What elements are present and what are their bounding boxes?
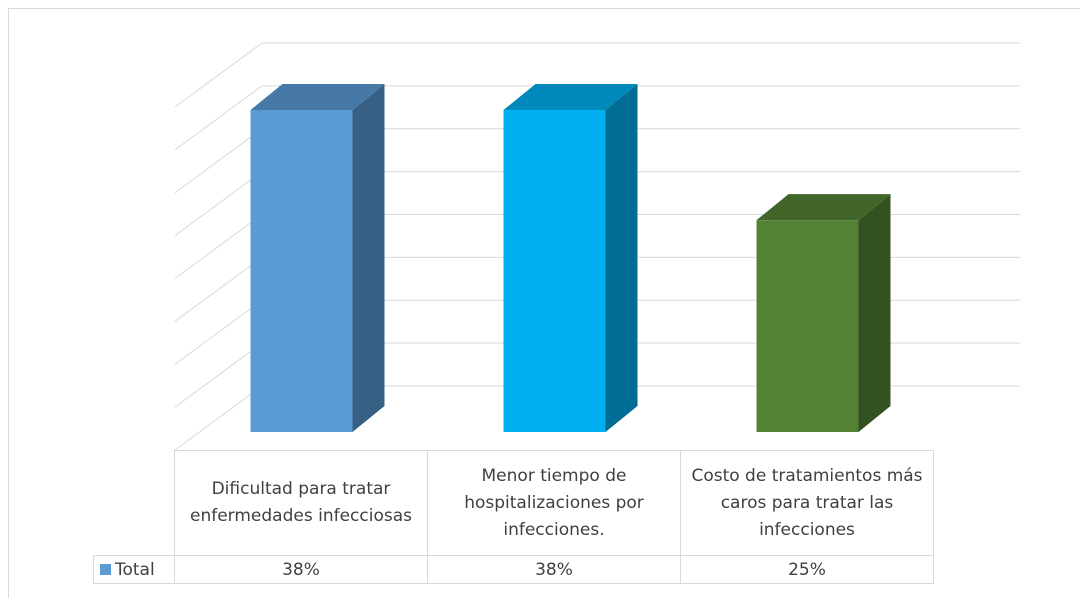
category-cell: Menor tiempo de hospitalizaciones por in… (427, 450, 681, 556)
bar-front (503, 110, 606, 432)
bar-top (503, 84, 638, 110)
value-cell: 38% (427, 555, 681, 584)
bar-top (756, 194, 891, 221)
legend-label: Total (115, 559, 155, 580)
category-cell: Dificultad para tratar enfermedades infe… (174, 450, 428, 556)
grid-line-side (174, 214, 263, 279)
bar (503, 84, 638, 432)
legend-swatch (100, 563, 111, 575)
bar-side (858, 194, 891, 432)
bar (250, 84, 385, 432)
value-cell: 25% (680, 555, 934, 584)
chart-border (8, 8, 1080, 598)
category-cell: Costo de tratamientos más caros para tra… (680, 450, 934, 556)
empty-cell (93, 450, 175, 556)
grid-line-side (174, 171, 263, 237)
bar-side (605, 84, 638, 432)
grid-line-side (174, 128, 263, 194)
grid-line-side (174, 256, 263, 322)
grid-line-side (174, 385, 263, 451)
grid-line-side (174, 299, 263, 365)
legend-cell: Total (93, 555, 175, 584)
grid-line-side (174, 85, 263, 151)
bar-front (756, 220, 859, 432)
data-table: Dificultad para tratar enfermedades infe… (93, 450, 934, 584)
value-cell: 38% (174, 555, 428, 584)
bar (756, 194, 891, 432)
bar-front (250, 110, 353, 432)
bar-top (250, 84, 385, 110)
grid-line-side (174, 342, 263, 408)
grid-line-side (174, 42, 263, 108)
bar-side (352, 84, 385, 432)
